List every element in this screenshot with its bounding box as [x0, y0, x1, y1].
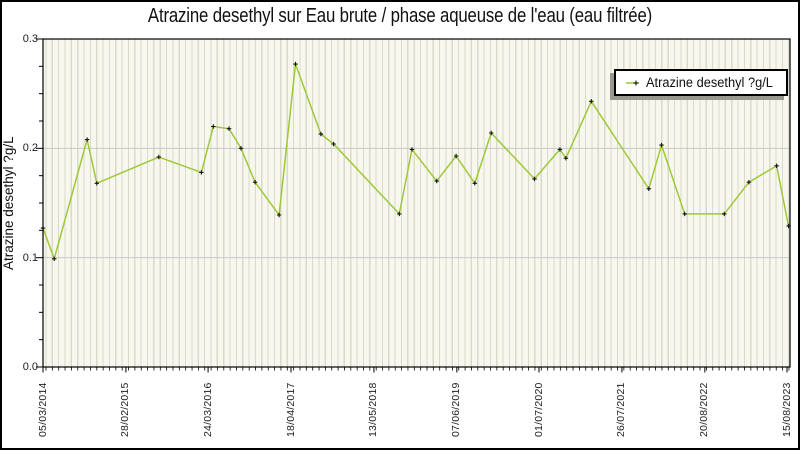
x-tick-label: 13/05/2018 — [367, 382, 380, 437]
y-tick-label: 0.1 — [22, 251, 38, 264]
x-tick-label: 05/03/2014 — [36, 382, 49, 437]
x-tick-label: 07/06/2019 — [450, 382, 463, 437]
x-tick-label: 24/03/2016 — [201, 382, 214, 437]
legend: Atrazine desethyl ?g/L — [614, 69, 788, 96]
x-tick-label: 18/04/2017 — [284, 382, 297, 437]
x-tick-label: 28/02/2015 — [119, 382, 132, 437]
chart-title: Atrazine desethyl sur Eau brute / phase … — [147, 5, 653, 27]
x-tick-label: 20/08/2022 — [698, 382, 711, 437]
y-axis-label: Atrazine desethyl ?g/L — [1, 136, 16, 270]
y-tick-label: 0.2 — [22, 142, 38, 155]
y-tick-label: 0.3 — [22, 33, 38, 45]
x-tick-label: 26/07/2021 — [615, 382, 628, 437]
legend-marker-icon — [626, 80, 640, 85]
legend-label: Atrazine desethyl ?g/L — [646, 75, 774, 90]
y-tick-label: 0.0 — [22, 361, 38, 373]
x-tick-label: 01/07/2020 — [532, 382, 545, 437]
x-tick-label: 15/08/2023 — [780, 382, 793, 437]
